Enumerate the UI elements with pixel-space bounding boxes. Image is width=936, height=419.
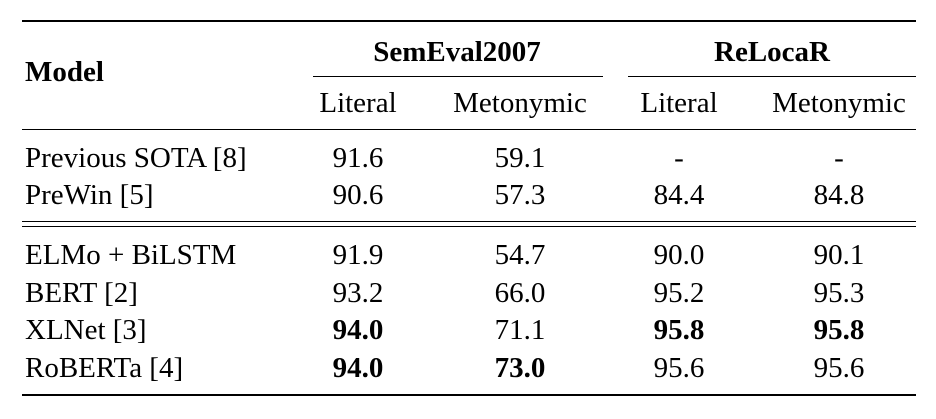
row-bert-model: BERT [2] [25,277,138,309]
row-elmo-model: ELMo + BiLSTM [25,239,237,271]
col-header-semeval-metonymic: Metonymic [453,87,587,119]
row-bert-semeval-literal: 93.2 [332,277,384,309]
header-rule [22,129,916,130]
row-previous-sota-relocar-literal: - [674,142,684,174]
row-xlnet-semeval-metonymic: 71.1 [494,314,546,346]
row-xlnet-relocar-metonymic: 95.8 [813,314,865,346]
row-roberta-semeval-literal: 94.0 [332,352,384,384]
row-roberta-relocar-literal: 95.6 [653,352,705,384]
row-previous-sota-model: Previous SOTA [8] [25,142,247,174]
row-previous-sota-relocar-metonymic: - [834,142,844,174]
col-header-relocar-metonymic: Metonymic [772,87,906,119]
model-column-header: Model [25,56,104,88]
group-underline-relocar [628,76,916,77]
row-roberta-model: RoBERTa [4] [25,352,184,384]
row-roberta-relocar-metonymic: 95.6 [813,352,865,384]
row-bert-semeval-metonymic: 66.0 [494,277,546,309]
row-xlnet-model: XLNet [3] [25,314,147,346]
row-prewin-semeval-metonymic: 57.3 [494,179,546,211]
group-header-semeval: SemEval2007 [373,36,541,68]
row-prewin-model: PreWin [5] [25,179,154,211]
row-bert-relocar-literal: 95.2 [653,277,705,309]
row-elmo-relocar-metonymic: 90.1 [813,239,865,271]
col-header-semeval-literal: Literal [319,87,397,119]
top-rule [22,20,916,22]
row-prewin-relocar-metonymic: 84.8 [813,179,865,211]
double-rule-bottom [22,226,916,227]
row-elmo-semeval-metonymic: 54.7 [494,239,546,271]
row-prewin-relocar-literal: 84.4 [653,179,705,211]
row-elmo-semeval-literal: 91.9 [332,239,384,271]
row-xlnet-semeval-literal: 94.0 [332,314,384,346]
row-roberta-semeval-metonymic: 73.0 [494,352,546,384]
row-previous-sota-semeval-literal: 91.6 [332,142,384,174]
row-xlnet-relocar-literal: 95.8 [653,314,705,346]
row-previous-sota-semeval-metonymic: 59.1 [494,142,546,174]
group-header-relocar: ReLocaR [714,36,830,68]
row-elmo-relocar-literal: 90.0 [653,239,705,271]
row-prewin-semeval-literal: 90.6 [332,179,384,211]
col-header-relocar-literal: Literal [640,87,718,119]
row-bert-relocar-metonymic: 95.3 [813,277,865,309]
double-rule-top [22,221,916,222]
bottom-rule [22,394,916,396]
group-underline-semeval [313,76,603,77]
